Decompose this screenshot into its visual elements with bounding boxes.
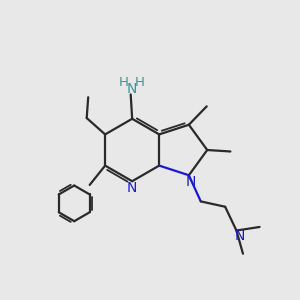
Text: N: N <box>186 175 196 189</box>
Text: N: N <box>234 229 244 243</box>
Text: H: H <box>118 76 128 89</box>
Text: N: N <box>126 82 137 96</box>
Text: H: H <box>135 76 145 89</box>
Text: N: N <box>127 181 137 195</box>
